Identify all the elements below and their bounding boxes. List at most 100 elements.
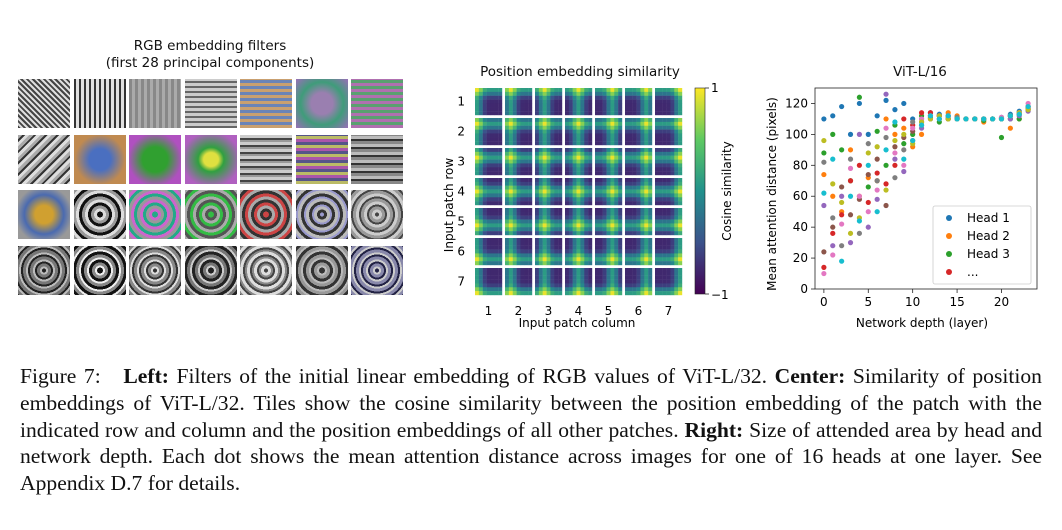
legend-marker <box>946 269 952 275</box>
data-point <box>874 113 880 119</box>
similarity-tile <box>625 238 653 266</box>
data-point <box>892 144 898 150</box>
similarity-tile <box>565 268 593 296</box>
filters-title: RGB embedding filters (first 28 principa… <box>10 38 410 72</box>
similarity-tile <box>565 208 593 236</box>
filter-tile <box>73 134 126 184</box>
data-point <box>883 97 889 103</box>
caption-left-label: Left: <box>123 364 169 388</box>
data-point <box>901 116 907 122</box>
similarity-tile <box>475 178 503 206</box>
colorbar-min-label: −1 <box>711 288 729 302</box>
data-point <box>981 116 987 122</box>
caption-center-label: Center: <box>774 364 846 388</box>
caption-left-text: Filters of the initial linear embedding … <box>168 364 775 388</box>
data-point <box>1007 113 1013 119</box>
similarity-tile <box>475 238 503 266</box>
data-point <box>839 258 845 264</box>
similarity-title: Position embedding similarity <box>480 64 680 80</box>
row-tick-label: 7 <box>457 275 465 289</box>
similarity-tile <box>595 148 623 176</box>
data-point <box>821 202 827 209</box>
similarity-tile <box>535 88 563 116</box>
filter-tile <box>129 245 181 295</box>
data-point <box>865 224 871 230</box>
similarity-tile <box>535 238 563 266</box>
y-tick-label: 100 <box>785 127 808 141</box>
data-point <box>874 178 880 184</box>
data-point <box>883 147 889 153</box>
data-point <box>865 209 871 215</box>
data-point <box>856 218 862 224</box>
data-point <box>883 125 889 131</box>
data-point <box>830 113 836 119</box>
data-point <box>830 131 836 137</box>
filter-tile <box>240 190 292 239</box>
data-point <box>865 141 871 147</box>
similarity-tile <box>475 208 503 236</box>
filter-tile <box>73 245 126 295</box>
scatter-title: ViT-L/16 <box>893 64 947 80</box>
data-point <box>839 212 845 218</box>
similarity-tile <box>475 88 503 116</box>
data-point <box>945 113 951 119</box>
data-point <box>874 187 880 193</box>
data-point <box>892 162 898 168</box>
similarity-tile <box>505 178 533 206</box>
data-point <box>874 128 880 134</box>
data-point <box>874 209 880 215</box>
data-point <box>865 150 871 156</box>
filter-tile <box>295 245 348 295</box>
similarity-tile <box>625 148 653 176</box>
data-point <box>865 199 871 206</box>
data-point <box>847 178 854 184</box>
similarity-tile <box>505 268 533 296</box>
data-point <box>821 137 827 144</box>
similarity-tile <box>655 208 683 236</box>
filter-tile <box>240 134 292 184</box>
legend-marker <box>946 233 952 239</box>
legend-label: ... <box>967 265 978 279</box>
data-point <box>856 94 862 100</box>
legend-marker <box>946 215 952 221</box>
filters-title-line1: RGB embedding filters <box>133 38 287 54</box>
row-tick-label: 1 <box>457 95 465 109</box>
filter-tile <box>129 190 181 239</box>
data-point <box>998 116 1005 122</box>
filter-tile <box>351 245 403 295</box>
data-point <box>830 252 836 258</box>
col-tick-label: 6 <box>635 304 643 318</box>
data-point <box>821 171 827 178</box>
similarity-tile <box>535 148 563 176</box>
similarity-tile <box>625 268 653 296</box>
data-point <box>847 156 854 162</box>
data-point <box>918 131 925 137</box>
similarity-tile <box>505 148 533 176</box>
position-similarity-figure: 1 2 3 4 5 6 7 1 2 3 4 5 6 7 Input patch row Input pa… <box>442 81 734 330</box>
similarity-xlabel: Input patch column <box>519 316 636 330</box>
data-point <box>847 212 854 218</box>
data-point <box>901 162 907 168</box>
legend-label: Head 3 <box>967 247 1010 261</box>
caption-right-text: Size of attended area by head and networ… <box>20 417 1043 496</box>
data-point <box>856 230 862 236</box>
data-point <box>901 100 907 107</box>
data-point <box>990 116 996 122</box>
col-tick-label: 4 <box>575 304 583 318</box>
similarity-tile <box>595 208 623 236</box>
similarity-tile <box>655 238 683 266</box>
similarity-tile <box>565 118 593 146</box>
similarity-tile <box>625 118 653 146</box>
data-point <box>874 144 880 150</box>
rgb-filters-grid <box>18 79 404 295</box>
colorbar-max-label: 1 <box>711 81 719 95</box>
caption-center-text: Similarity of position embeddings of ViT… <box>20 364 1042 442</box>
similarity-tile <box>655 118 683 146</box>
similarity-tile <box>535 208 563 236</box>
similarity-tile <box>505 208 533 236</box>
similarity-tile <box>595 88 623 116</box>
x-tick-label: 15 <box>949 295 964 309</box>
similarity-tile <box>505 88 533 116</box>
filter-tile <box>18 79 70 128</box>
similarity-tile <box>475 118 503 146</box>
